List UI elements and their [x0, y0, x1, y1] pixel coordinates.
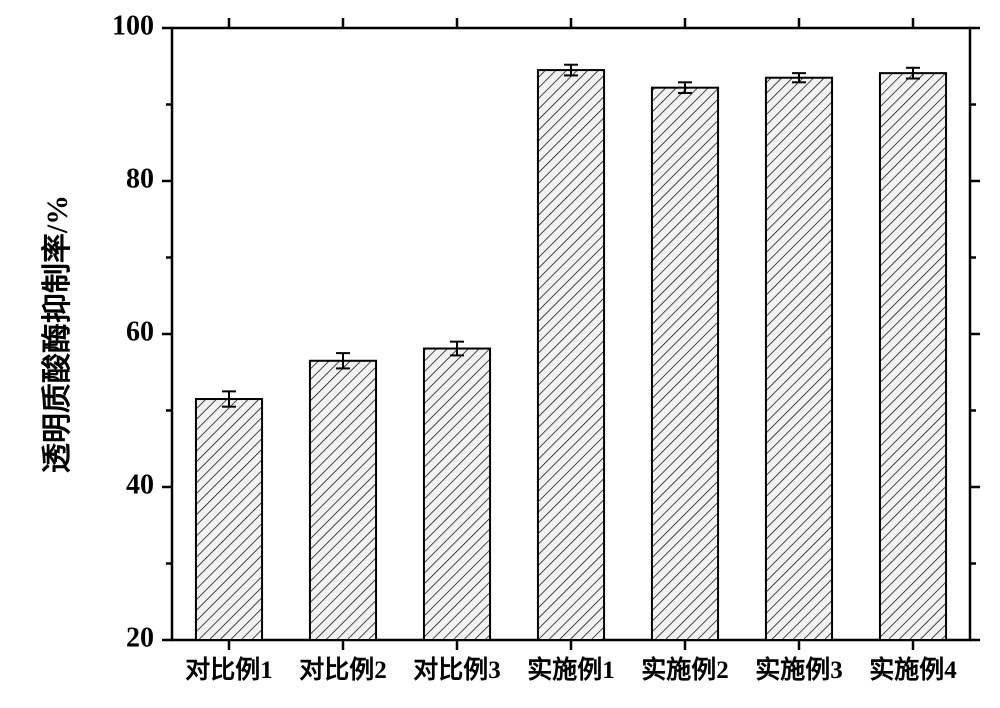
x-category-label: 对比例2	[299, 656, 387, 684]
y-tick-label: 100	[112, 10, 154, 41]
bar-chart-container: 20 40 60 80 100 透明质酸酶抑制率/% 对比例1 对比例2 对比例3 实施例1 实施例…	[0, 0, 1000, 708]
x-category-label: 对比例1	[185, 656, 273, 684]
y-tick-label: 60	[126, 316, 154, 347]
y-axis-label: 透明质酸酶抑制率/%	[41, 195, 74, 473]
x-category-label: 实施例2	[641, 655, 729, 684]
x-category-label: 实施例1	[527, 655, 615, 684]
bar	[538, 70, 604, 640]
bar	[652, 88, 718, 640]
y-tick-label: 40	[126, 469, 154, 500]
bar-chart: 20 40 60 80 100 透明质酸酶抑制率/% 对比例1 对比例2 对比例3 实施例1 实施例…	[0, 0, 1000, 708]
y-tick-label: 80	[126, 163, 154, 194]
x-category-label: 实施例3	[755, 655, 843, 684]
bar	[880, 73, 946, 640]
bar	[196, 399, 262, 640]
bar	[310, 361, 376, 640]
bar	[424, 349, 490, 640]
y-tick-label: 20	[126, 622, 154, 653]
x-category-label: 实施例4	[869, 655, 957, 684]
x-category-label: 对比例3	[413, 656, 501, 684]
bar	[766, 78, 832, 640]
